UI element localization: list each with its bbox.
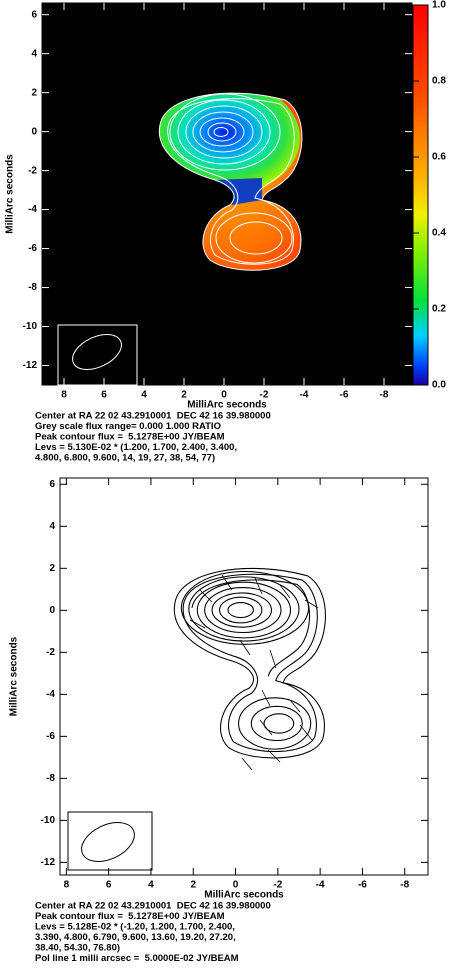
caption-line: Peak contour flux = 5.1278E+00 JY/BEAM — [35, 432, 225, 443]
x-tick-label: -6 — [358, 880, 367, 891]
y-tick-label: -2 — [28, 165, 37, 176]
x-tick-label: -8 — [400, 880, 409, 891]
map-background — [60, 478, 428, 875]
colorbar-tick-label: 0.0 — [432, 380, 446, 391]
y-tick-label: 2 — [49, 563, 55, 574]
y-tick-label: -12 — [23, 360, 38, 371]
y-axis-label: MilliArc seconds — [9, 636, 20, 716]
y-tick-label: -10 — [41, 815, 56, 826]
x-tick-label: 8 — [61, 390, 67, 401]
x-tick-label: 6 — [106, 880, 112, 891]
x-tick-label: 4 — [141, 390, 147, 401]
x-tick-label: 4 — [148, 880, 154, 891]
y-tick-label: 4 — [49, 521, 55, 532]
x-tick-label: 8 — [64, 880, 70, 891]
y-tick-label: 0 — [31, 126, 37, 137]
colorbar-tick-label: 1.0 — [432, 0, 446, 11]
y-tick-label: 6 — [49, 479, 55, 490]
colorbar-tick-label: 0.2 — [432, 304, 446, 315]
caption-line: Pol line 1 milli arcsec = 5.0000E-02 JY/… — [35, 953, 239, 964]
y-tick-label: -12 — [41, 857, 56, 868]
y-tick-label: -4 — [46, 689, 55, 700]
caption-line: Peak contour flux = 5.1278E+00 JY/BEAM — [35, 911, 225, 922]
caption-line: Center at RA 22 02 43.2910001 DEC 42 16 … — [35, 411, 271, 422]
x-axis-label: MilliArc seconds — [204, 890, 284, 901]
caption-line: Levs = 5.130E-02 * (1.200, 1.700, 2.400,… — [35, 442, 237, 453]
y-tick-label: 6 — [31, 9, 37, 20]
x-tick-label: -8 — [380, 390, 389, 401]
caption-line: 38.40, 54.30, 76.80) — [35, 943, 120, 954]
colorbar-tick-label: 0.6 — [432, 152, 446, 163]
y-tick-label: -4 — [28, 204, 37, 215]
y-tick-label: -8 — [28, 282, 37, 293]
y-tick-label: 4 — [31, 48, 37, 59]
figure: 8 6 4 2 0 -2 -4 -6 -8 -12 -10 -8 -6 -4 -2 0 2 4 6 MilliArc … — [0, 0, 461, 972]
x-tick-label: -6 — [340, 390, 349, 401]
y-axis-label: MilliArc seconds — [5, 154, 16, 234]
colorbar-tick-label: 0.8 — [432, 76, 446, 87]
x-tick-label: 2 — [190, 880, 196, 891]
caption-line: 3.390, 4.800, 6.790, 9.600, 13.60, 19.20… — [35, 932, 236, 943]
x-tick-label: 6 — [101, 390, 107, 401]
colorbar-tick-label: 0.4 — [432, 228, 446, 239]
caption-line: 4.800, 6.800, 9.600, 14, 19, 27, 38, 54,… — [35, 453, 215, 464]
x-tick-label: -4 — [316, 880, 325, 891]
y-tick-label: -10 — [23, 321, 38, 332]
y-tick-label: -6 — [28, 243, 37, 254]
caption-line: Grey scale flux range= 0.000 1.000 RATIO — [35, 421, 221, 432]
y-tick-label: -2 — [46, 647, 55, 658]
caption-line: Levs = 5.128E-02 * (-1.20, 1.200, 1.700,… — [35, 922, 235, 933]
y-tick-label: -8 — [46, 773, 55, 784]
x-axis-label: MilliArc seconds — [187, 400, 267, 411]
colorbar — [413, 5, 428, 385]
y-tick-label: 2 — [31, 87, 37, 98]
caption-line: Center at RA 22 02 43.2910001 DEC 42 16 … — [35, 901, 271, 912]
map-background — [42, 3, 412, 385]
y-tick-label: -6 — [46, 731, 55, 742]
y-tick-label: 0 — [49, 605, 55, 616]
x-tick-label: -4 — [300, 390, 309, 401]
